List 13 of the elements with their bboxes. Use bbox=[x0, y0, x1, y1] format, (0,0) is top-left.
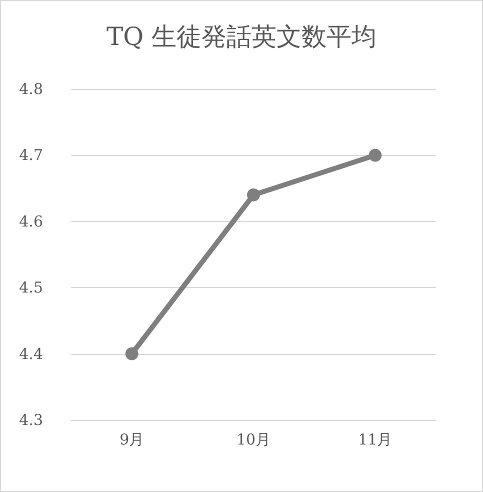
x-tick-label: 9月 bbox=[120, 430, 144, 448]
chart-title: TQ 生徒発話英文数平均 bbox=[106, 22, 377, 51]
y-tick-label: 4.5 bbox=[19, 278, 43, 297]
y-tick-label: 4.8 bbox=[19, 80, 43, 98]
y-tick-label: 4.3 bbox=[19, 411, 43, 429]
y-tick-label: 4.6 bbox=[19, 212, 43, 230]
x-tick-label: 10月 bbox=[236, 430, 271, 448]
y-tick-label: 4.4 bbox=[19, 344, 43, 363]
point bbox=[247, 188, 260, 202]
y-tick-label: 4.7 bbox=[19, 146, 43, 164]
point bbox=[125, 347, 138, 360]
x-tick-label: 11月 bbox=[358, 430, 392, 448]
point bbox=[368, 148, 382, 162]
